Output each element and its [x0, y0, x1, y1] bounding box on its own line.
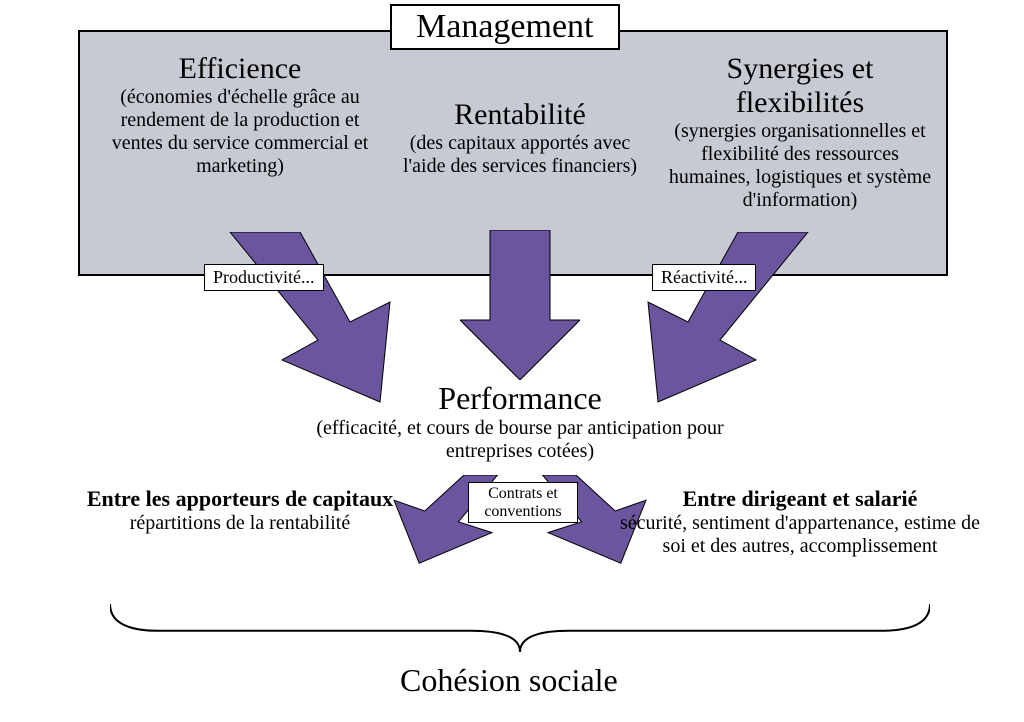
- column-synergies: Synergies et flexibilités (synergies org…: [660, 52, 940, 212]
- pill-label: Contrats et conventions: [484, 485, 561, 520]
- pill-reactivite: Réactivité...: [652, 264, 756, 291]
- bottom-label: Cohésion sociale: [400, 662, 618, 699]
- bottom-brace: [110, 600, 930, 656]
- right-block-desc: sécurité, sentiment d'appartenance, esti…: [610, 512, 990, 558]
- left-block: Entre les apporteurs de capitaux réparti…: [40, 486, 440, 535]
- arrow-rentabilite: [460, 230, 580, 380]
- right-block-title: Entre dirigeant et salarié: [610, 486, 990, 512]
- left-block-desc: répartitions de la rentabilité: [40, 512, 440, 535]
- bottom-label-text: Cohésion sociale: [400, 662, 618, 698]
- column-title: Synergies et flexibilités: [660, 52, 940, 120]
- management-title-box: Management: [390, 4, 620, 50]
- pill-productivite: Productivité...: [204, 264, 324, 291]
- column-desc: (synergies organisationnelles et flexibi…: [660, 120, 940, 212]
- performance-title: Performance: [300, 380, 740, 417]
- column-title: Rentabilité: [400, 98, 640, 132]
- left-block-title: Entre les apporteurs de capitaux: [40, 486, 440, 512]
- column-desc: (économies d'échelle grâce au rendement …: [100, 86, 380, 178]
- management-title: Management: [416, 8, 594, 45]
- column-efficience: Efficience (économies d'échelle grâce au…: [100, 52, 380, 178]
- column-desc: (des capitaux apportés avec l'aide des s…: [400, 132, 640, 178]
- pill-label: Réactivité...: [661, 267, 747, 287]
- pill-label: Productivité...: [213, 267, 315, 287]
- performance-desc: (efficacité, et cours de bourse par anti…: [300, 417, 740, 463]
- column-rentabilite: Rentabilité (des capitaux apportés avec …: [400, 98, 640, 178]
- column-title: Efficience: [100, 52, 380, 86]
- performance-block: Performance (efficacité, et cours de bou…: [300, 380, 740, 463]
- right-block: Entre dirigeant et salarié sécurité, sen…: [610, 486, 990, 558]
- pill-contrats: Contrats et conventions: [468, 482, 578, 523]
